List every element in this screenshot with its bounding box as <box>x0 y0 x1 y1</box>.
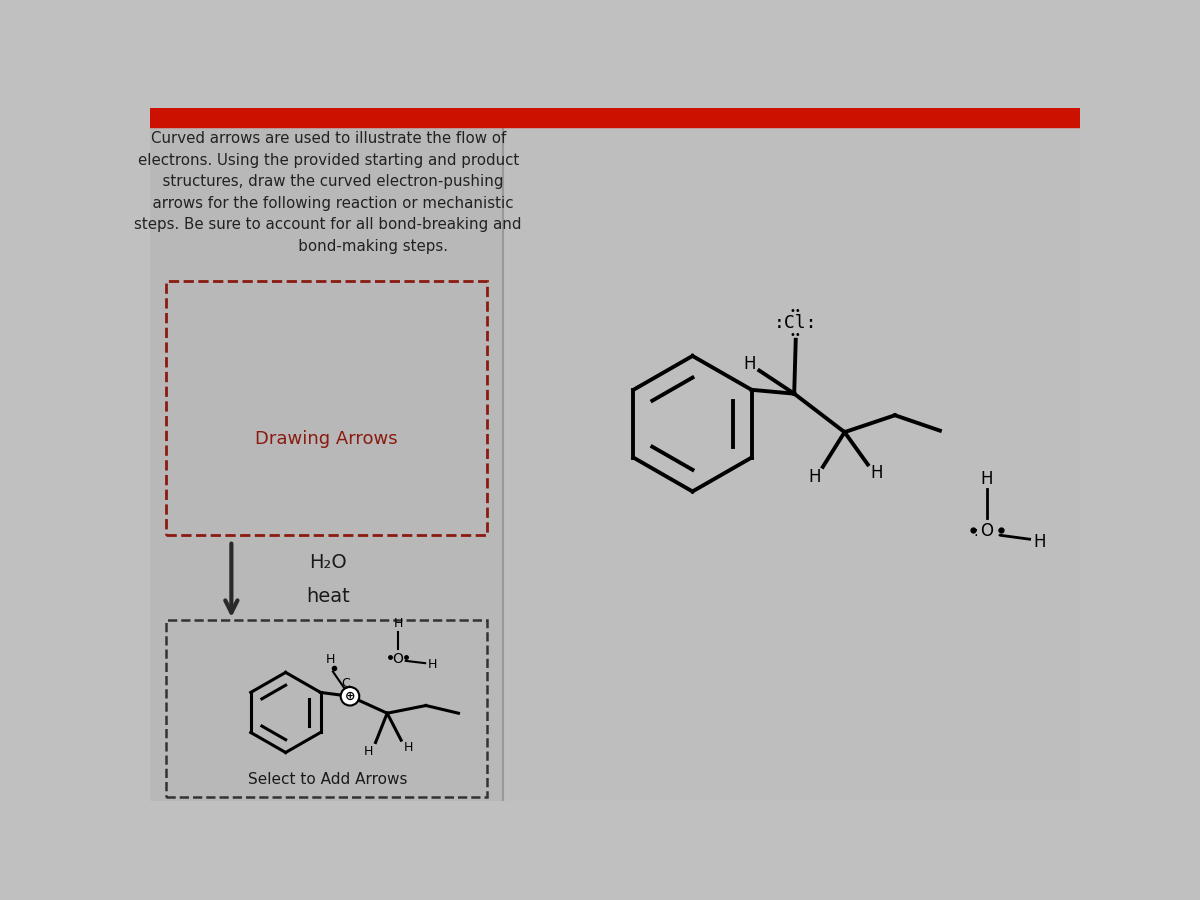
Text: bond-making steps.: bond-making steps. <box>209 238 449 254</box>
Text: O: O <box>392 652 403 666</box>
Text: Select to Add Arrows: Select to Add Arrows <box>248 772 408 787</box>
Text: H₂O: H₂O <box>310 553 347 572</box>
Text: H: H <box>428 658 438 671</box>
Text: ••: •• <box>790 305 802 316</box>
Text: heat: heat <box>306 588 350 607</box>
Text: H: H <box>1033 533 1046 551</box>
Text: Drawing Arrows: Drawing Arrows <box>254 430 397 448</box>
Text: O: O <box>980 523 994 541</box>
Text: :Cl:: :Cl: <box>774 314 817 332</box>
Text: H: H <box>743 356 756 373</box>
Text: :: : <box>973 525 978 538</box>
Text: arrows for the following reaction or mechanistic: arrows for the following reaction or mec… <box>143 196 514 211</box>
Text: H: H <box>326 652 335 666</box>
Text: H: H <box>871 464 883 482</box>
Text: ••: •• <box>790 330 802 340</box>
Text: structures, draw the curved electron-pushing: structures, draw the curved electron-pus… <box>154 175 504 189</box>
Bar <box>150 127 503 801</box>
Text: H: H <box>809 468 821 486</box>
Bar <box>166 281 487 536</box>
Text: :: : <box>996 525 1001 538</box>
Bar <box>150 108 1080 127</box>
Text: H: H <box>364 745 373 758</box>
Text: electrons. Using the provided starting and product: electrons. Using the provided starting a… <box>138 153 518 167</box>
Text: H: H <box>394 616 403 630</box>
Bar <box>503 127 1080 801</box>
Text: ⊕: ⊕ <box>344 689 355 703</box>
Text: Curved arrows are used to illustrate the flow of: Curved arrows are used to illustrate the… <box>150 131 506 146</box>
Text: H: H <box>404 742 414 754</box>
Text: steps. Be sure to account for all bond-breaking and: steps. Be sure to account for all bond-b… <box>134 217 522 232</box>
Bar <box>166 620 487 797</box>
Circle shape <box>341 687 359 706</box>
Text: C: C <box>342 677 350 689</box>
Text: H: H <box>980 470 994 488</box>
